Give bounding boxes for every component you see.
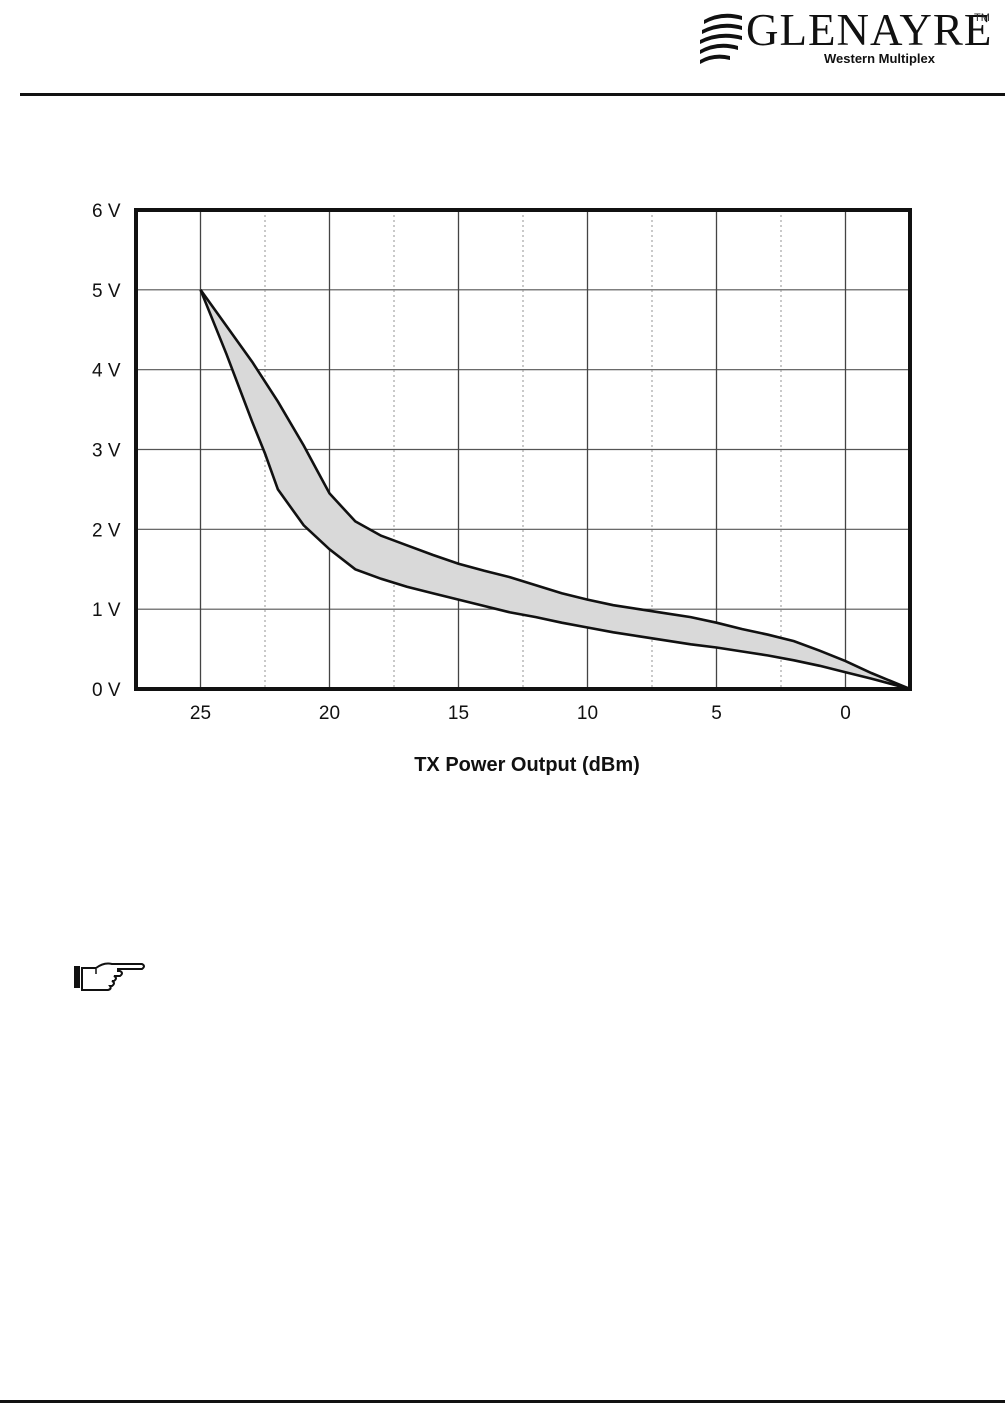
trademark-mark: TM xyxy=(974,12,990,24)
brand-subtitle: Western Multiplex xyxy=(824,51,936,66)
y-tick-label: 0 V xyxy=(92,680,121,701)
x-axis-labels: 25 20 15 10 5 0 xyxy=(190,703,851,724)
y-tick-label: 2 V xyxy=(92,520,121,541)
logo-waves-icon xyxy=(700,13,742,64)
grid xyxy=(136,210,911,689)
x-tick-label: 15 xyxy=(448,703,469,724)
series-upper-curve xyxy=(199,289,911,691)
voltage-band-fill xyxy=(200,289,910,689)
pointing-hand-icon xyxy=(74,962,145,991)
x-tick-label: 20 xyxy=(319,703,340,724)
plot-frame xyxy=(134,208,912,691)
x-tick-label: 5 xyxy=(711,703,722,724)
y-tick-label: 5 V xyxy=(92,281,121,302)
y-axis-labels: 0 V 1 V 2 V 3 V 4 V 5 V 6 V xyxy=(92,201,121,701)
series-lower-curve xyxy=(199,289,911,691)
footer-rule xyxy=(0,1400,1005,1403)
header-rule xyxy=(20,93,1005,96)
glenayre-logo: GLENAYRE TM Western Multiplex xyxy=(698,6,998,72)
y-tick-label: 4 V xyxy=(92,361,121,382)
brand-name: GLENAYRE xyxy=(746,5,993,55)
y-tick-label: 1 V xyxy=(92,600,121,621)
x-axis-title: TX Power Output (dBm) xyxy=(414,754,640,776)
y-tick-label: 3 V xyxy=(92,441,121,462)
y-tick-label: 6 V xyxy=(92,201,121,222)
x-tick-label: 0 xyxy=(840,703,851,724)
x-tick-label: 10 xyxy=(577,703,598,724)
power-output-chart: 0 V 1 V 2 V 3 V 4 V 5 V 6 V 25 20 15 10 5 0 TX Powe… xyxy=(92,201,912,776)
x-tick-label: 25 xyxy=(190,703,211,724)
